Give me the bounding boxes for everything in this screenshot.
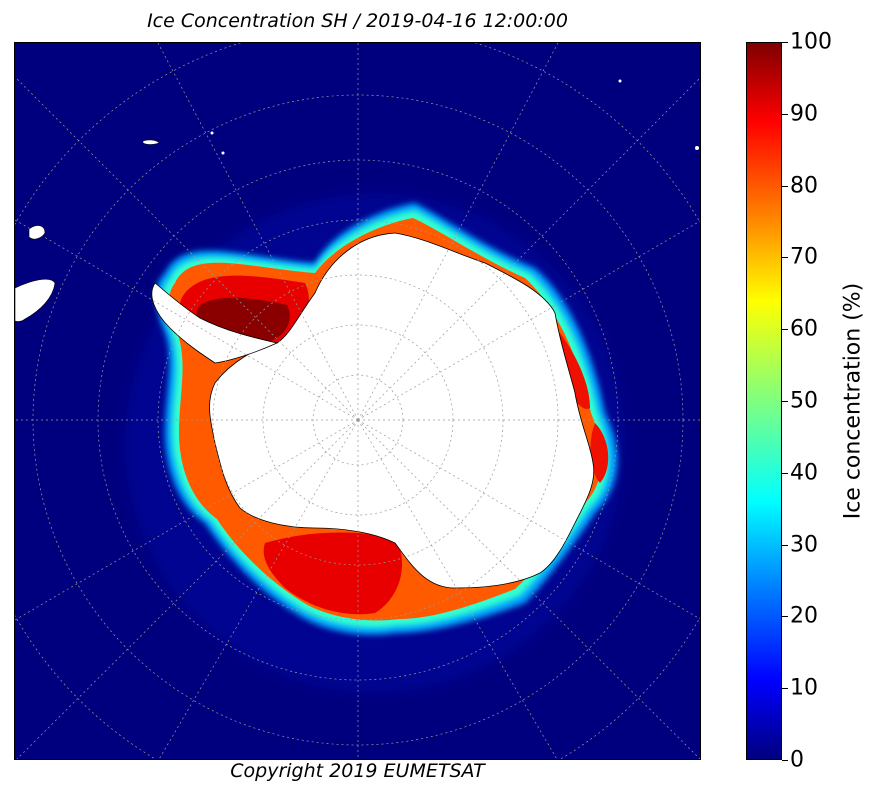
south-georgia-island (142, 139, 160, 145)
colorbar-tick-mark (782, 472, 788, 474)
colorbar-tick-label: 10 (790, 675, 818, 701)
graticule (15, 43, 700, 759)
colorbar-tick-label: 20 (790, 603, 818, 629)
colorbar-tick-label: 60 (790, 316, 818, 342)
island-dot (210, 131, 214, 135)
colorbar-tick-label: 100 (790, 29, 832, 55)
colorbar-tick-label: 80 (790, 173, 818, 199)
polar-map-svg (15, 43, 700, 759)
colorbar-tick-label: 70 (790, 244, 818, 270)
colorbar-tick-label: 50 (790, 388, 818, 414)
sea-ice-map (14, 42, 701, 760)
colorbar-tick-mark (782, 544, 788, 546)
colorbar-tick-mark (782, 113, 788, 115)
antarctic-peninsula (151, 282, 279, 364)
colorbar-tick-mark (782, 42, 788, 43)
colorbar-tick-mark (782, 185, 788, 187)
colorbar-tick-label: 90 (790, 101, 818, 127)
colorbar-label: Ice concentration (%) (840, 282, 866, 520)
colorbar-tick-label: 40 (790, 460, 818, 486)
colorbar-tick-label: 0 (790, 747, 804, 773)
colorbar-tick-mark (782, 616, 788, 618)
colorbar-tick-mark (782, 329, 788, 331)
falkland-islands (28, 225, 46, 240)
pole-hole (282, 347, 458, 523)
copyright-text: Copyright 2019 EUMETSAT (230, 760, 485, 782)
colorbar (746, 42, 782, 760)
colorbar-tick-mark (782, 688, 788, 690)
island-dot (221, 151, 225, 155)
colorbar-gradient (747, 43, 781, 759)
south-america-tip (15, 278, 56, 322)
colorbar-tick-mark (782, 257, 788, 259)
island-dot (618, 79, 622, 83)
island-dot (695, 146, 699, 150)
map-title: Ice Concentration SH / 2019-04-16 12:00:… (147, 10, 568, 32)
colorbar-tick-label: 30 (790, 532, 818, 558)
colorbar-tick-mark (782, 401, 788, 402)
colorbar-tick-mark (782, 760, 788, 761)
